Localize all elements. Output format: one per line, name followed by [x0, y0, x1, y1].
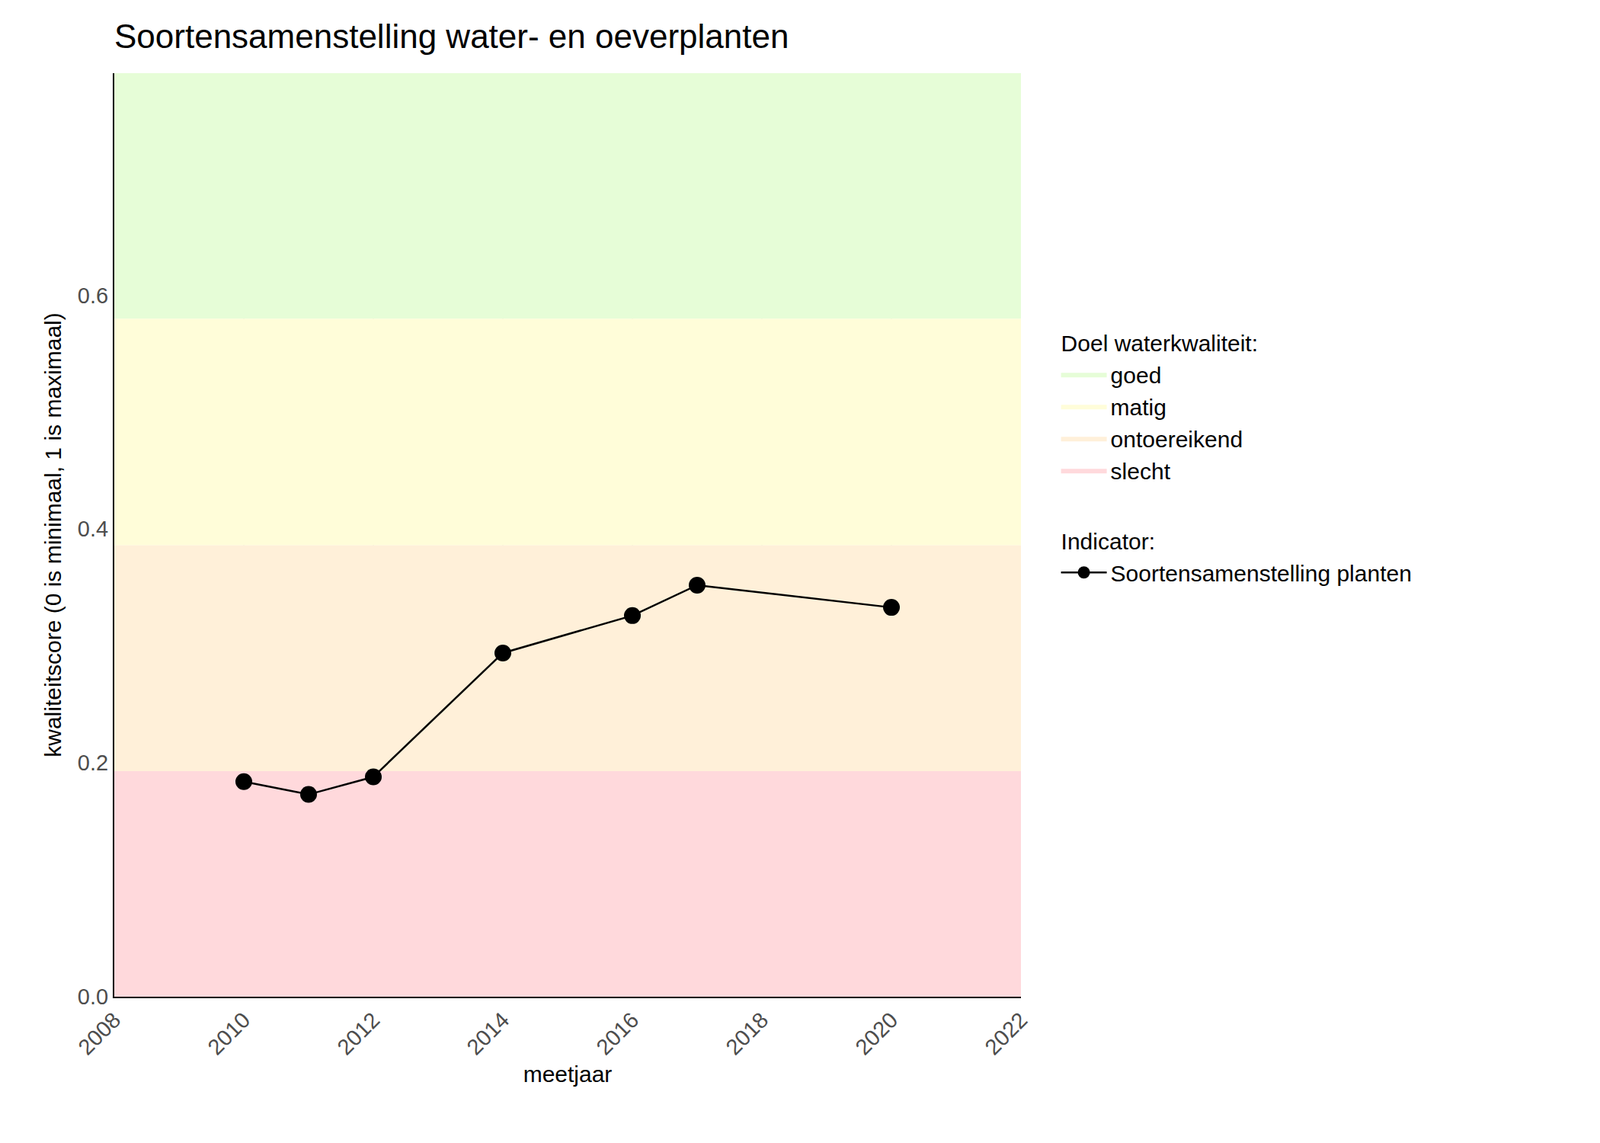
- svg-text:Soortensamenstelling water- en: Soortensamenstelling water- en oeverplan…: [114, 17, 789, 55]
- svg-text:slecht: slecht: [1110, 458, 1172, 484]
- svg-text:2016: 2016: [591, 1007, 644, 1060]
- svg-text:2020: 2020: [850, 1007, 903, 1060]
- svg-text:meetjaar: meetjaar: [523, 1061, 613, 1087]
- svg-text:2014: 2014: [461, 1007, 514, 1060]
- svg-text:Indicator:: Indicator:: [1061, 528, 1156, 554]
- svg-text:Doel waterkwaliteit:: Doel waterkwaliteit:: [1061, 330, 1258, 356]
- svg-text:2012: 2012: [332, 1007, 384, 1060]
- svg-text:2008: 2008: [73, 1007, 125, 1060]
- svg-text:2010: 2010: [202, 1007, 255, 1060]
- svg-text:0.2: 0.2: [77, 750, 109, 775]
- svg-text:0.6: 0.6: [77, 283, 109, 308]
- svg-text:ontoereikend: ontoereikend: [1110, 426, 1243, 452]
- svg-text:Soortensamenstelling planten: Soortensamenstelling planten: [1110, 560, 1412, 586]
- svg-text:0.0: 0.0: [77, 984, 109, 1009]
- svg-text:matig: matig: [1110, 394, 1167, 420]
- svg-text:0.4: 0.4: [77, 516, 109, 541]
- svg-text:kwaliteitscore (0 is minimaal,: kwaliteitscore (0 is minimaal, 1 is maxi…: [40, 312, 66, 757]
- svg-text:2022: 2022: [979, 1007, 1032, 1060]
- svg-text:goed: goed: [1110, 362, 1162, 388]
- svg-text:2018: 2018: [720, 1007, 773, 1060]
